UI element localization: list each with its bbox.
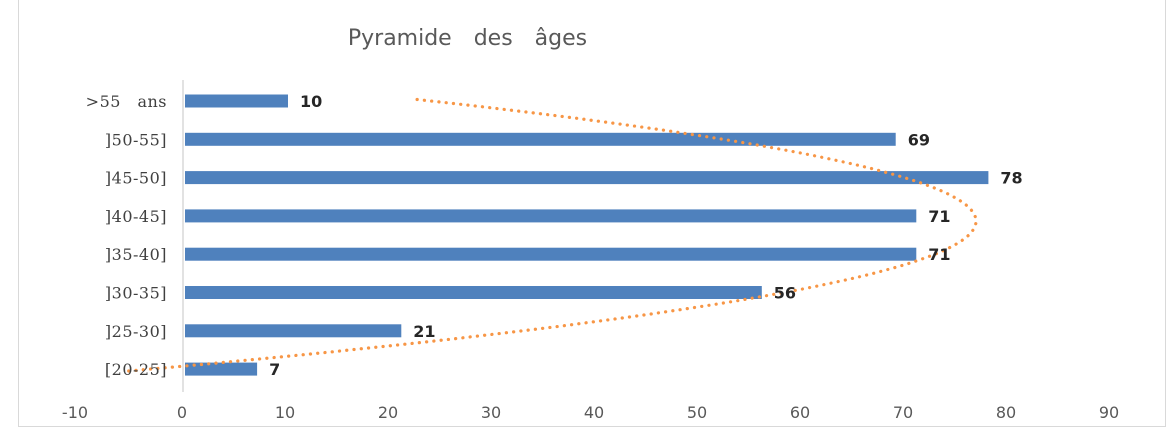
x-tick-label: 70 — [893, 403, 913, 422]
category-label: ]45-50] — [105, 169, 167, 188]
polynomial-trendline — [127, 97, 978, 373]
x-tick-label: 20 — [378, 403, 398, 422]
bar-[20-25] — [185, 362, 258, 376]
x-tick-label: 40 — [584, 403, 604, 422]
category-label: [20-25] — [105, 360, 167, 379]
bar-]30-35] — [185, 286, 762, 299]
x-tick-label: -10 — [62, 403, 88, 422]
category-label: ]25-30] — [105, 322, 167, 341]
data-label: 69 — [908, 130, 930, 149]
x-tick-label: 10 — [275, 403, 295, 422]
x-tick-label: 60 — [790, 403, 810, 422]
x-tick-label: 0 — [177, 403, 187, 422]
data-label: 71 — [928, 245, 950, 264]
bar-]35-40] — [185, 247, 917, 261]
data-label: 56 — [774, 284, 796, 303]
data-label: 7 — [269, 360, 280, 379]
category-label: ]40-45] — [105, 207, 167, 226]
chart-title: Pyramide des âges — [347, 26, 588, 51]
bar->55 ans — [185, 94, 288, 108]
category-label: ]35-40] — [105, 245, 167, 264]
x-tick-label: 80 — [996, 403, 1016, 422]
bar-]50-55] — [185, 132, 896, 146]
bar-]40-45] — [185, 209, 917, 223]
bar-]25-30] — [185, 324, 402, 338]
data-label: 78 — [1000, 169, 1022, 188]
category-label: ]30-35] — [105, 284, 167, 303]
data-label: 10 — [300, 92, 322, 111]
x-tick-label: 90 — [1099, 403, 1119, 422]
data-label: 21 — [413, 322, 435, 341]
data-label: 71 — [928, 207, 950, 226]
category-label: >55 ans — [86, 92, 167, 111]
category-label: ]50-55] — [105, 130, 167, 149]
x-tick-label: 30 — [481, 403, 501, 422]
x-tick-label: 50 — [687, 403, 707, 422]
bar-]45-50] — [185, 171, 989, 185]
